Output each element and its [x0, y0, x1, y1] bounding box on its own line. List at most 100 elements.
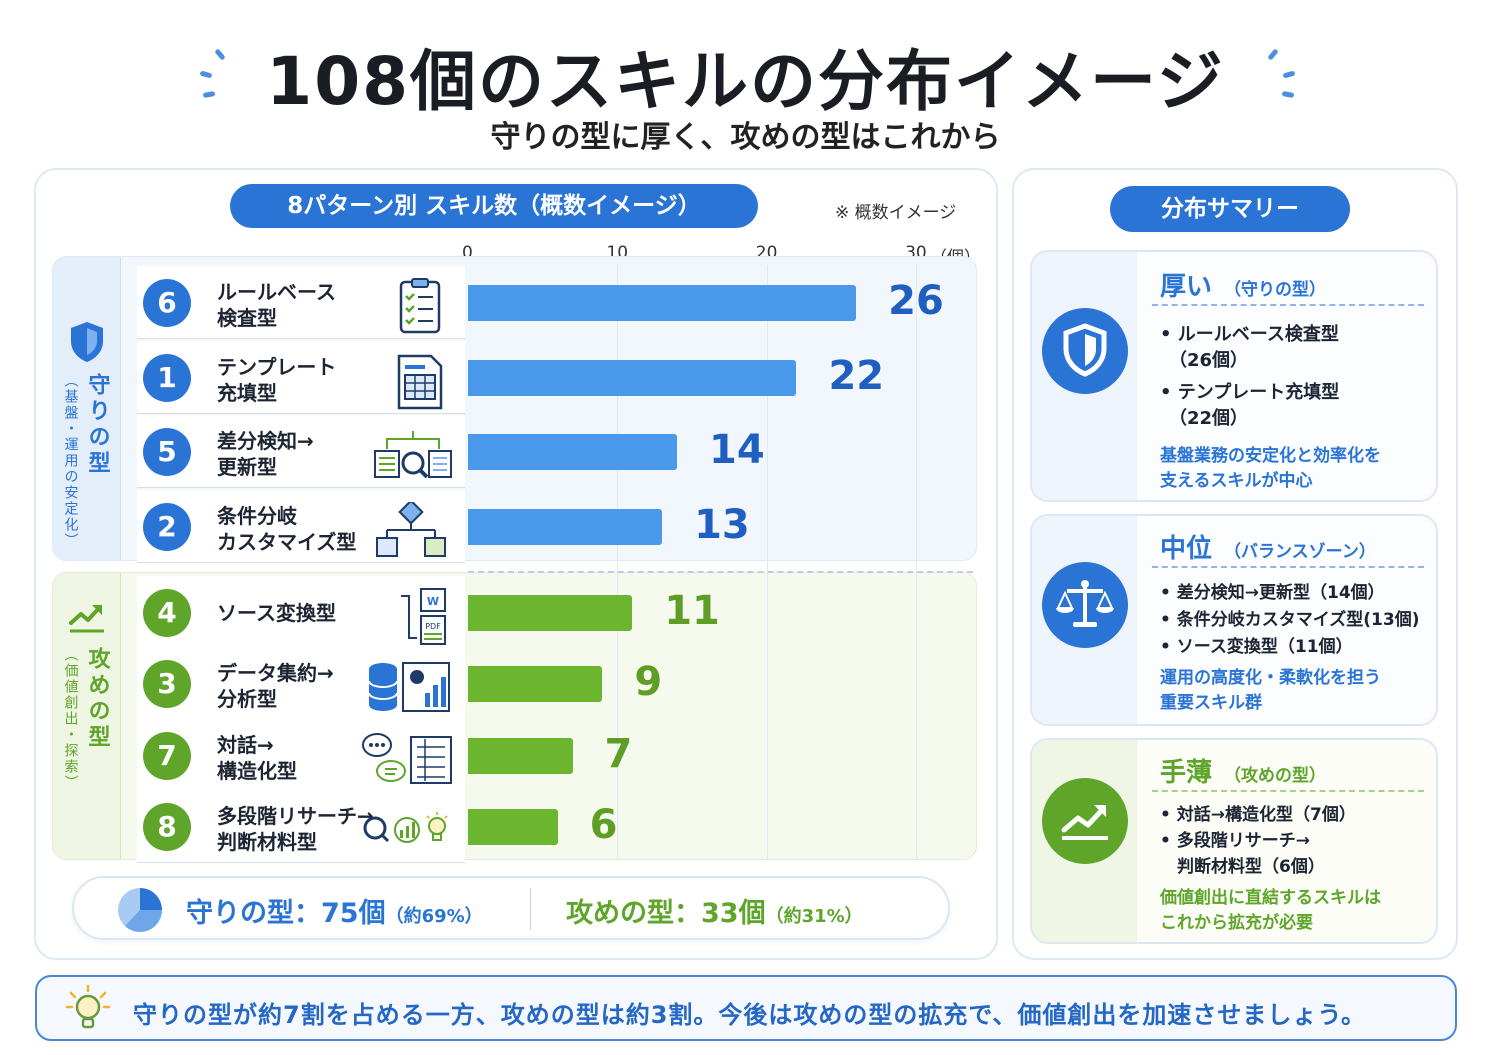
chat-structure-icon	[361, 731, 453, 784]
offense-group-sub: （価値創出・探索）	[62, 647, 79, 791]
card-title: 厚い （守りの型）	[1160, 272, 1327, 302]
offense-group-label: 攻めの型 （価値創出・探索）	[53, 573, 121, 859]
card-item: • 多段階リサーチ→	[1160, 831, 1311, 851]
card-title: 手薄 （攻めの型）	[1160, 758, 1327, 788]
pattern-number-badge: 1	[143, 354, 191, 402]
database-analytics-icon	[367, 659, 453, 712]
bar-value-label: 6	[589, 802, 618, 848]
pattern-label: テンプレート 充填型	[217, 355, 337, 405]
pattern-label: 対話→ 構造化型	[217, 733, 297, 783]
summary-card-thick: 厚い （守りの型） • ルールベース検査型 （26個） • テンプレート充填型 （…	[1030, 250, 1438, 502]
bar-value-label: 22	[828, 353, 885, 399]
card-item: （26個）	[1160, 350, 1249, 371]
lightbulb-icon	[65, 984, 111, 1029]
card-item: （22個）	[1160, 408, 1249, 429]
pattern-label: 条件分岐 カスタマイズ型	[217, 504, 357, 554]
bar-value-label: 14	[709, 427, 765, 473]
bar-value-label: 7	[604, 731, 633, 777]
totals-bar: 守りの型：75個（約69%） 攻めの型：33個（約31%）	[72, 876, 950, 940]
pattern-label: ソース変換型	[217, 601, 336, 625]
gridline	[617, 265, 619, 860]
chart-heading: 8パターン別 スキル数（概数イメージ）	[230, 184, 758, 228]
gridline	[915, 265, 917, 860]
footer-text: 守りの型が約7割を占める一方、攻めの型は約3割。今後は攻めの型の拡充で、価値創出…	[133, 1001, 1366, 1029]
card-description: 価値創出に直結するスキルは これから拡充が必要	[1160, 888, 1381, 933]
card-title: 中位 （バランスゾーン）	[1160, 534, 1376, 564]
page-subtitle: 守りの型に厚く、攻めの型はこれから	[490, 120, 1001, 155]
pattern-number-badge: 8	[143, 803, 191, 851]
bar	[468, 595, 633, 631]
bar	[468, 434, 678, 470]
bar	[468, 809, 558, 845]
bar	[468, 285, 857, 321]
card-description: 運用の高度化・柔軟化を担う 重要スキル群	[1160, 668, 1381, 713]
pattern-number-badge: 2	[143, 503, 191, 551]
gridline	[766, 265, 768, 860]
research-insight-icon	[361, 802, 453, 852]
pattern-number-badge: 7	[143, 732, 191, 780]
pie-chart-icon	[118, 888, 162, 932]
svg-text:W: W	[427, 595, 439, 608]
defense-group-sub: （基盤・運用の安定化）	[62, 373, 79, 549]
shield-icon	[1042, 308, 1128, 394]
chart-row: 7 対話→ 構造化型	[137, 719, 465, 792]
offense-percent: （約31%）	[765, 906, 863, 927]
shield-icon	[70, 322, 103, 362]
totals-divider	[530, 888, 531, 930]
summary-card-middle: 中位 （バランスゾーン） • 差分検知→更新型（14個） • 条件分岐カスタマイズ…	[1030, 514, 1438, 726]
svg-text:PDF: PDF	[425, 622, 441, 631]
chart-row: 8 多段階リサーチ→ 判断材料型	[137, 790, 465, 863]
defense-percent: （約69%）	[385, 906, 483, 927]
card-item: • 差分検知→更新型（14個）	[1160, 583, 1385, 603]
group-divider	[468, 571, 973, 573]
diff-search-icon	[373, 427, 453, 479]
pattern-label: データ集約→ 分析型	[217, 661, 334, 711]
bar	[468, 666, 603, 702]
chart-row: 1 テンプレート 充填型	[137, 341, 465, 414]
branch-flow-icon	[373, 499, 453, 557]
offense-group-name: 攻めの型	[84, 647, 110, 751]
pattern-label: 多段階リサーチ→ 判断材料型	[217, 804, 374, 854]
pattern-number-badge: 6	[143, 279, 191, 327]
chart-note: ※ 概数イメージ	[835, 203, 957, 223]
bar	[468, 360, 797, 396]
summary-heading: 分布サマリー	[1110, 186, 1350, 232]
checklist-clipboard-icon	[387, 278, 453, 334]
bar	[468, 738, 573, 774]
card-item: • ルールベース検査型	[1160, 324, 1339, 345]
summary-card-thin: 手薄 （攻めの型） • 対話→構造化型（7個） • 多段階リサーチ→ 判断材料型（…	[1030, 738, 1438, 944]
chart-row: 3 データ集約→ 分析型	[137, 647, 465, 720]
balance-scale-icon	[1042, 562, 1128, 648]
chart-row: 5 差分検知→ 更新型	[137, 415, 465, 488]
bar-value-label: 26	[888, 278, 944, 324]
card-description: 基盤業務の安定化と効率化を 支えるスキルが中心	[1160, 446, 1381, 491]
defense-group-name: 守りの型	[84, 373, 110, 477]
card-item: • テンプレート充填型	[1160, 382, 1340, 403]
footer-banner: 守りの型が約7割を占める一方、攻めの型は約3割。今後は攻めの型の拡充で、価値創出…	[35, 975, 1457, 1041]
growth-chart-icon	[68, 605, 104, 633]
chart-row: 6 ルールベース 検査型	[137, 266, 465, 339]
defense-group-label: 守りの型 （基盤・運用の安定化）	[53, 257, 121, 560]
bar-value-label: 13	[694, 502, 750, 548]
pattern-label: ルールベース 検査型	[217, 280, 336, 330]
bar	[468, 509, 663, 545]
bar-value-label: 11	[664, 588, 720, 634]
card-item: • ソース変換型（11個）	[1160, 637, 1353, 657]
card-item: • 条件分岐カスタマイズ型(13個)	[1160, 610, 1420, 630]
bar-value-label: 9	[634, 659, 663, 705]
pattern-number-badge: 3	[143, 660, 191, 708]
offense-total: 攻めの型：33個	[566, 898, 766, 929]
chart-row: 2 条件分岐 カスタマイズ型	[137, 490, 465, 563]
defense-total: 守りの型：75個	[186, 898, 386, 929]
pattern-number-badge: 5	[143, 428, 191, 476]
chart-row: 4 ソース変換型 W PDF	[137, 576, 465, 649]
template-form-icon	[387, 353, 453, 410]
growth-chart-icon	[1042, 778, 1128, 864]
x-tick-label: 0	[462, 243, 473, 263]
page-title: 108個のスキルの分布イメージ	[266, 43, 1225, 120]
card-item: • 対話→構造化型（7個）	[1160, 805, 1356, 825]
pattern-number-badge: 4	[143, 589, 191, 637]
pattern-label: 差分検知→ 更新型	[217, 429, 314, 479]
file-convert-icon: W PDF	[387, 588, 453, 645]
card-item: 判断材料型（6個）	[1160, 857, 1325, 877]
